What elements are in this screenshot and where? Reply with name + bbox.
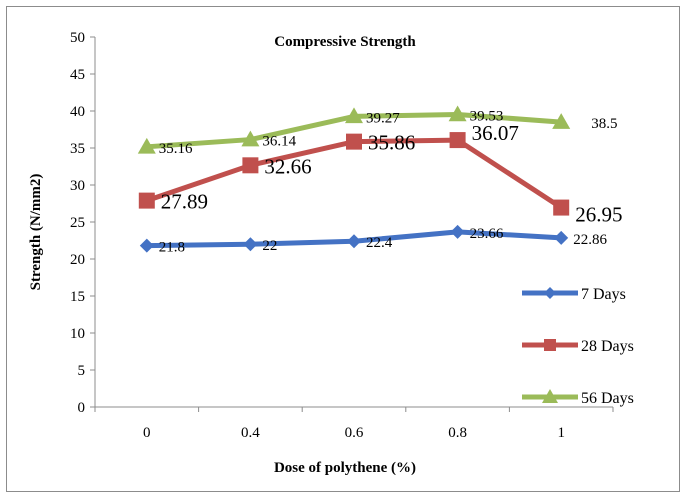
y-tick-label: 45 xyxy=(70,67,85,83)
legend-marker xyxy=(544,287,556,299)
x-tick-label: 0 xyxy=(143,425,151,441)
y-tick-label: 30 xyxy=(70,178,85,194)
x-axis-label: Dose of polythene (%) xyxy=(274,460,416,476)
y-tick-label: 20 xyxy=(70,252,85,268)
data-label: 38.5 xyxy=(591,116,617,132)
data-point xyxy=(450,224,465,239)
y-axis-label: Strength (N/mm2) xyxy=(28,174,44,291)
y-tick-label: 15 xyxy=(70,289,85,305)
data-label: 36.07 xyxy=(472,121,519,145)
legend-label: 28 Days xyxy=(581,338,634,355)
data-label: 39.27 xyxy=(366,110,400,126)
data-point xyxy=(241,130,260,147)
series-56-days xyxy=(137,105,571,154)
data-point xyxy=(554,230,569,245)
x-tick-label: 0.8 xyxy=(448,425,467,441)
legend-entry: 7 Days xyxy=(522,286,626,303)
legend-entry: 28 Days xyxy=(522,338,634,355)
data-label: 39.53 xyxy=(470,108,504,124)
data-label: 26.95 xyxy=(575,203,622,227)
y-tick-label: 35 xyxy=(70,141,85,157)
data-point xyxy=(242,157,259,174)
y-tick-label: 5 xyxy=(78,363,86,379)
data-label: 32.66 xyxy=(264,154,311,178)
legend-marker xyxy=(544,339,556,351)
y-tick-label: 10 xyxy=(70,326,85,342)
data-point xyxy=(448,105,467,122)
data-label: 22 xyxy=(262,238,277,254)
legend-marker xyxy=(542,389,558,403)
y-tick-label: 40 xyxy=(70,104,85,120)
data-label: 36.14 xyxy=(262,134,296,150)
series-layer xyxy=(137,105,571,253)
axes: 0 5 10 15 20 25 30 35 40 45 50 0 0.4 0.6 0.8 1 xyxy=(70,30,614,441)
data-label: 21.8 xyxy=(159,240,185,256)
data-label: 35.86 xyxy=(368,131,415,155)
data-labels-layer: 21.8 22 22.4 23.66 22.86 27.89 32.66 35.86 36.07… xyxy=(159,108,623,255)
data-label: 27.89 xyxy=(161,190,208,214)
y-tick-label: 25 xyxy=(70,215,85,231)
chart-frame xyxy=(6,6,680,492)
data-point xyxy=(553,199,570,216)
legend-label: 7 Days xyxy=(581,286,626,303)
chart-title: Compressive Strength xyxy=(274,34,416,50)
data-label: 22.86 xyxy=(573,232,607,248)
data-point xyxy=(243,237,258,252)
series-28-days xyxy=(138,132,570,216)
data-point xyxy=(449,132,466,149)
data-point xyxy=(346,133,362,150)
legend: 7 Days 28 Days 56 Days xyxy=(522,286,634,407)
y-tick-label: 50 xyxy=(70,30,85,46)
data-point xyxy=(139,238,154,253)
x-tick-label: 0.6 xyxy=(345,425,364,441)
legend-label: 56 Days xyxy=(581,390,634,407)
series-7-days xyxy=(139,224,569,253)
data-point xyxy=(138,192,155,209)
legend-entry: 56 Days xyxy=(522,389,634,407)
y-tick-label: 0 xyxy=(78,400,86,416)
data-point xyxy=(347,234,361,249)
x-tick-label: 1 xyxy=(557,425,565,441)
x-tick-label: 0.4 xyxy=(241,425,260,441)
data-label: 35.16 xyxy=(159,141,193,157)
series-line xyxy=(144,137,564,211)
data-label: 22.4 xyxy=(366,235,393,251)
data-label: 23.66 xyxy=(470,226,504,242)
data-point xyxy=(552,113,571,129)
data-point xyxy=(137,137,156,154)
data-point xyxy=(345,107,363,124)
